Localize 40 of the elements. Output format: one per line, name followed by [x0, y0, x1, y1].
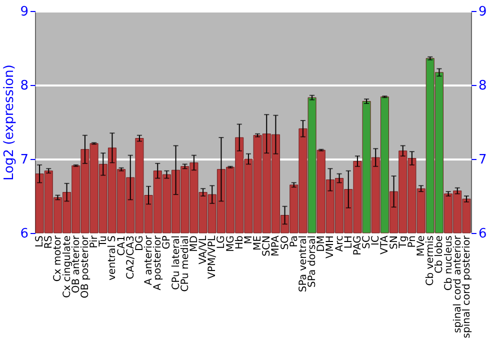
x-tick-label: MD: [188, 235, 200, 252]
x-tick-label: RS: [44, 236, 55, 249]
x-tick-label: VTA: [380, 235, 391, 255]
x-tick-label: M: [243, 236, 254, 244]
y-tick-label: 8: [20, 78, 28, 94]
x-tick-label: OB posterior: [80, 234, 91, 298]
y-axis-title: Log2 (expression): [2, 64, 18, 180]
x-tick-label: A posterior: [152, 234, 164, 290]
x-tick-label: LH: [343, 236, 354, 249]
x-tick-label: CA2/CA3: [125, 236, 136, 280]
x-tick-label: MPA: [270, 235, 282, 256]
y-tick-label: 9: [20, 4, 28, 20]
y-tick-label: 7: [20, 152, 28, 168]
y2-tick-label: 8: [478, 78, 487, 94]
x-tick-label: spinal cord posterior: [461, 234, 472, 338]
x-tick-label: CA1: [116, 236, 128, 256]
x-tick-label: Arc: [334, 236, 346, 252]
y2-tick-label: 6: [478, 226, 487, 242]
x-tick-label: PAG: [352, 236, 364, 256]
x-tick-label: CPu medial: [180, 236, 191, 292]
x-tick-label: DG: [134, 236, 146, 251]
x-tick-label: Cx cingulate: [62, 236, 73, 298]
x-tick-label: spinal cord anterior: [452, 234, 464, 333]
x-tick-label: OB anterior: [70, 234, 82, 294]
x-tick-label: SN: [388, 236, 400, 250]
x-tick-label: Hb: [234, 236, 246, 250]
x-tick-label: SO: [280, 235, 291, 250]
x-tick-label: GP: [162, 236, 173, 250]
x-tick-label: ventral S: [107, 236, 118, 280]
y2-tick-label: 9: [478, 4, 487, 20]
x-tick-label: Cb lobe: [434, 236, 446, 274]
x-tick-label: Pn: [406, 236, 418, 248]
x-tick-label: MVe: [416, 236, 428, 256]
x-tick-label: Cb nucleus: [443, 236, 454, 291]
x-tick-label: Pa: [288, 236, 300, 248]
y2-tick-label: 7: [478, 152, 487, 168]
x-tick-label: Tg: [398, 236, 409, 249]
y-tick-label: 6: [20, 226, 28, 242]
x-tick-label: VMH: [325, 236, 336, 258]
x-tick-label: LG: [216, 236, 228, 249]
